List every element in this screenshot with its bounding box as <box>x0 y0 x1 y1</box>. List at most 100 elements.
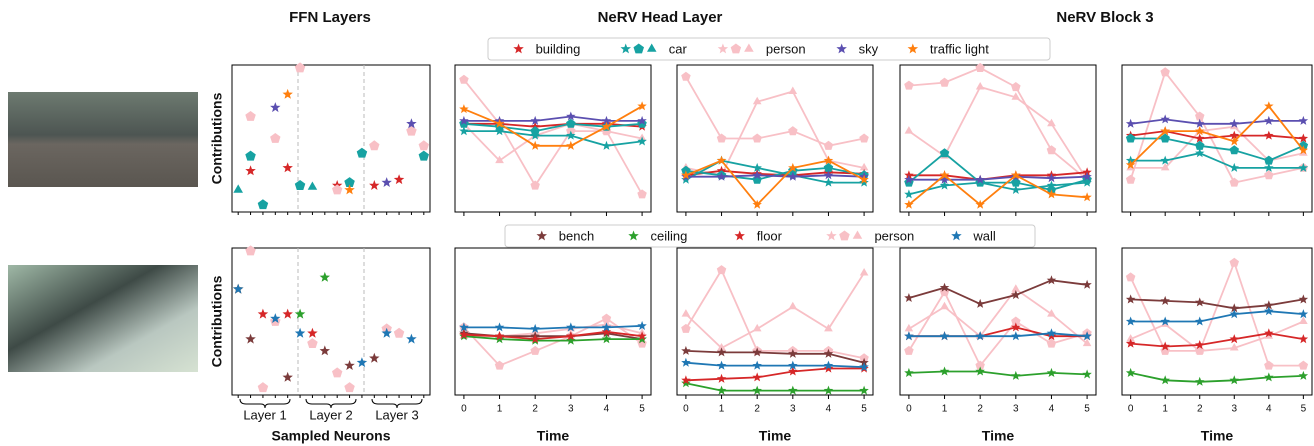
legend-marker <box>744 43 754 52</box>
scatter-point <box>356 357 368 368</box>
line-point <box>904 170 914 180</box>
line-point <box>752 372 762 382</box>
legend-label: traffic light <box>930 41 989 56</box>
scatter-point <box>344 184 355 195</box>
line-point <box>1011 316 1021 326</box>
line-point <box>1082 331 1092 341</box>
line-point <box>637 101 647 111</box>
scatter-point <box>332 367 343 378</box>
line-point <box>717 343 726 351</box>
line-point <box>1298 115 1309 125</box>
line-point <box>1195 126 1205 136</box>
line-point <box>1195 118 1205 128</box>
series-line <box>685 350 865 364</box>
line-point <box>904 199 914 209</box>
legend-marker <box>620 43 631 54</box>
scatter-point <box>418 150 429 161</box>
scatter-point <box>393 327 405 338</box>
x-tick-label: 5 <box>639 404 645 415</box>
series-line <box>463 317 643 367</box>
line-point <box>939 331 950 341</box>
line-point <box>530 323 540 333</box>
line-point <box>1298 360 1309 370</box>
line-point <box>530 115 540 125</box>
line-point <box>975 82 985 90</box>
line-point <box>1195 133 1205 143</box>
x-tick-label: 3 <box>1013 404 1019 415</box>
line-point <box>601 326 612 336</box>
line-point <box>788 366 798 376</box>
scatter-point <box>381 177 392 187</box>
plot-frame <box>1121 64 1313 213</box>
line-point <box>1264 328 1274 338</box>
x-axis-label: Sampled Neurons <box>271 428 390 444</box>
legend-label: ceiling <box>651 228 688 243</box>
x-tick-label: 3 <box>568 404 574 415</box>
line-point <box>1125 338 1136 348</box>
legend-label: car <box>669 41 688 56</box>
line-point <box>939 148 950 158</box>
line-point <box>1195 345 1205 354</box>
x-tick-label: 4 <box>604 404 610 415</box>
line-point <box>975 360 985 370</box>
x-axis-label: Time <box>759 428 792 444</box>
line-point <box>1195 340 1205 350</box>
line-point <box>1125 316 1136 326</box>
scatter-point <box>294 327 306 338</box>
line-point <box>716 133 727 143</box>
y-axis-label: Contributions <box>209 92 225 184</box>
line-point <box>1195 111 1205 121</box>
line-point <box>1046 275 1057 285</box>
line-point <box>1229 334 1239 344</box>
scatter-point <box>307 338 318 348</box>
line-point <box>459 322 469 332</box>
line-point <box>1229 257 1239 267</box>
line-point <box>1264 372 1274 382</box>
line-point <box>823 170 834 180</box>
plot-frame <box>899 247 1097 396</box>
series-line <box>1130 298 1304 310</box>
series-line <box>685 76 865 147</box>
line-point <box>788 348 798 358</box>
legend-marker <box>839 230 850 241</box>
line-point <box>1011 331 1021 341</box>
line-point <box>1298 294 1309 304</box>
scatter-point <box>369 180 380 190</box>
line-point <box>716 171 727 181</box>
line-point <box>1229 303 1239 313</box>
line-point <box>975 298 985 308</box>
line-point <box>1229 130 1239 140</box>
x-tick-label: 0 <box>906 404 912 415</box>
series-line <box>908 181 1088 196</box>
series-line <box>1130 130 1304 140</box>
line-point <box>975 62 985 72</box>
line-point <box>494 360 505 370</box>
line-point <box>1046 173 1057 183</box>
scatter-point <box>282 88 293 99</box>
line-point <box>823 177 834 187</box>
legend-label: person <box>766 41 806 56</box>
x-tick-label: 0 <box>683 404 689 415</box>
line-point <box>788 162 798 172</box>
legend-marker <box>513 43 524 54</box>
series-line <box>463 330 643 341</box>
series-line <box>685 90 865 177</box>
legend-marker <box>734 230 745 241</box>
x-tick-label: 1 <box>1162 404 1168 415</box>
line-point <box>975 366 985 376</box>
line-point <box>716 360 727 370</box>
x-tick-label: 5 <box>861 404 867 415</box>
line-point <box>823 155 834 165</box>
line-point <box>1299 316 1308 324</box>
scatter-point <box>344 177 355 187</box>
line-point <box>566 130 576 140</box>
group-brace <box>371 398 423 409</box>
line-point <box>975 331 985 341</box>
line-point <box>1125 367 1136 377</box>
line-point <box>681 345 691 355</box>
scatter-point <box>245 165 256 176</box>
plot-frame <box>676 247 874 396</box>
series-line <box>463 130 643 147</box>
line-point <box>1011 82 1021 92</box>
legend-marker <box>852 230 863 239</box>
